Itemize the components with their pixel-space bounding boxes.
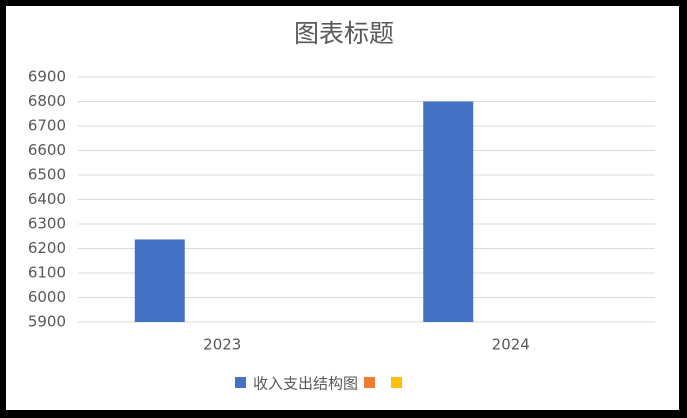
bar	[134, 239, 185, 322]
y-tick-label: 6400	[28, 190, 66, 208]
y-tick-label: 6000	[28, 288, 66, 306]
y-tick-label: 6100	[28, 264, 66, 282]
y-tick-label: 6300	[28, 215, 66, 233]
y-tick-label: 6600	[28, 141, 66, 159]
y-tick-label: 6900	[28, 68, 66, 86]
y-tick-label: 6700	[28, 117, 66, 135]
legend-swatch	[391, 377, 403, 388]
bar	[423, 101, 474, 322]
chart-area	[6, 6, 679, 410]
x-tick-label: 2023	[203, 336, 241, 354]
legend-swatch	[364, 377, 376, 388]
legend-swatch	[235, 377, 246, 388]
y-tick-label: 6800	[28, 92, 66, 110]
legend-label: 收入支出结构图	[253, 375, 358, 393]
y-tick-label: 6200	[28, 239, 66, 257]
x-tick-label: 2024	[492, 336, 530, 354]
y-tick-label: 6500	[28, 166, 66, 184]
chart-title: 图表标题	[294, 19, 394, 48]
y-tick-label: 5900	[28, 313, 66, 331]
